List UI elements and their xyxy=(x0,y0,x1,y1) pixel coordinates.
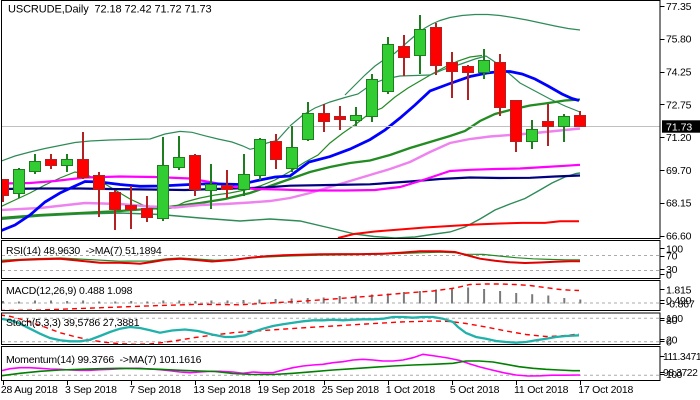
svg-text:0.490: 0.490 xyxy=(666,295,692,307)
svg-text:71.73: 71.73 xyxy=(666,121,692,133)
svg-text:1.815: 1.815 xyxy=(666,284,692,296)
svg-text:13 Sep 2018: 13 Sep 2018 xyxy=(193,384,251,396)
svg-text:30: 30 xyxy=(666,264,678,276)
svg-text:100: 100 xyxy=(666,243,683,255)
svg-text:28 Aug 2018: 28 Aug 2018 xyxy=(1,384,58,396)
svg-text:25 Sep 2018: 25 Sep 2018 xyxy=(322,384,380,396)
svg-text:72.75: 72.75 xyxy=(666,99,692,111)
svg-text:20: 20 xyxy=(666,334,678,346)
svg-text:98.3722: 98.3722 xyxy=(663,368,698,379)
svg-text:0: 0 xyxy=(666,270,672,282)
svg-text:19 Sep 2018: 19 Sep 2018 xyxy=(258,384,316,396)
svg-text:5 Oct 2018: 5 Oct 2018 xyxy=(450,384,500,396)
svg-text:USCRUDE,Daily 72.18 72.42 71.: USCRUDE,Daily 72.18 72.42 71.72 71.73 xyxy=(8,4,212,16)
svg-text:MACD(12,26,9) 0.488 1.098: MACD(12,26,9) 0.488 1.098 xyxy=(6,285,133,297)
svg-text:RSI(14) 48,9630 ->MA(7) 51,18: RSI(14) 48,9630 ->MA(7) 51,1894 xyxy=(6,245,162,257)
svg-text:0: 0 xyxy=(666,336,672,348)
svg-text:Momentum(14) 99.3766 ->MA(7): Momentum(14) 99.3766 ->MA(7) 101.1616 xyxy=(6,354,202,366)
svg-text:-0.867: -0.867 xyxy=(666,298,695,310)
svg-text:68.15: 68.15 xyxy=(666,198,692,210)
svg-text:11 Oct 2018: 11 Oct 2018 xyxy=(514,384,569,396)
svg-text:111.3471: 111.3471 xyxy=(663,352,700,363)
svg-text:7 Sep 2018: 7 Sep 2018 xyxy=(129,384,181,396)
svg-text:17 Oct 2018: 17 Oct 2018 xyxy=(578,384,633,396)
svg-text:74.25: 74.25 xyxy=(666,67,692,79)
svg-text:100: 100 xyxy=(666,313,683,325)
svg-text:71.20: 71.20 xyxy=(666,132,692,144)
svg-text:Stoch(5,3,3) 39,5786 27,3881: Stoch(5,3,3) 39,5786 27,3881 xyxy=(6,317,140,329)
svg-text:66.60: 66.60 xyxy=(666,231,692,243)
svg-text:75.80: 75.80 xyxy=(666,34,692,46)
svg-text:70: 70 xyxy=(666,251,678,263)
svg-text:3 Sep 2018: 3 Sep 2018 xyxy=(65,384,117,396)
svg-text:80: 80 xyxy=(666,315,678,327)
svg-text:69.70: 69.70 xyxy=(666,165,692,177)
svg-text:77.35: 77.35 xyxy=(666,1,692,13)
svg-text:100: 100 xyxy=(666,370,683,381)
svg-text:1 Oct 2018: 1 Oct 2018 xyxy=(386,384,436,396)
